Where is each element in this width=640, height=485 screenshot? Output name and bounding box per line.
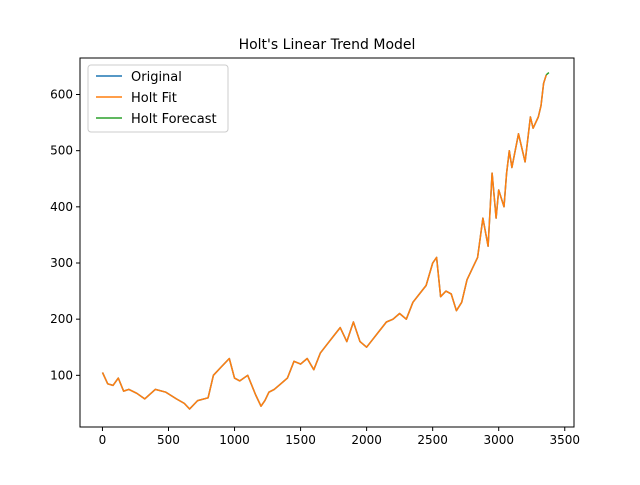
plot-frame (79, 57, 575, 428)
legend-label-holt-forecast: Holt Forecast (131, 112, 217, 127)
legend-box (87, 64, 229, 133)
y-tick-label: 500 (50, 144, 73, 158)
series-line-holt-forecast (545, 72, 550, 76)
x-tick-label: 500 (157, 433, 180, 447)
series-line-holt-fit (101, 74, 548, 410)
x-tick-label: 0 (99, 433, 107, 447)
x-tick-label: 1500 (285, 433, 316, 447)
series-layer (101, 72, 550, 410)
x-tick-label: 3000 (483, 433, 514, 447)
y-tick-label: 300 (50, 256, 73, 270)
y-tick-label: 200 (50, 312, 73, 326)
x-tick-label: 1000 (219, 433, 250, 447)
legend: Original Holt Fit Holt Forecast (87, 64, 229, 133)
y-tick-label: 600 (50, 88, 73, 102)
legend-label-holt-fit: Holt Fit (131, 91, 177, 106)
chart-title: Holt's Linear Trend Model (239, 37, 416, 53)
legend-label-original: Original (131, 70, 182, 85)
y-tick-label: 400 (50, 200, 73, 214)
x-tick-label: 2500 (417, 433, 448, 447)
y-tick-label: 100 (50, 368, 73, 382)
axes-layer: 0 500 1000 1500 2000 2500 3000 3500 100 200 300 400… (50, 88, 580, 447)
x-tick-label: 3500 (549, 433, 580, 447)
x-tick-label: 2000 (351, 433, 382, 447)
